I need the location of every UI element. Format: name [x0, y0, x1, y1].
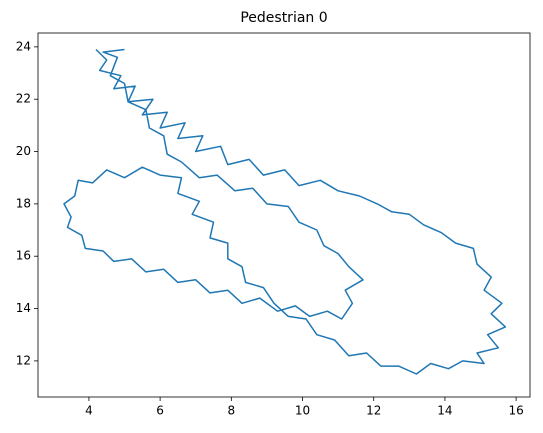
y-tick-label: 14: [16, 301, 31, 315]
y-tick-label: 24: [16, 39, 31, 53]
x-tick-label: 10: [295, 404, 310, 418]
y-tick-label: 12: [16, 353, 31, 367]
chart-title: Pedestrian 0: [240, 10, 327, 26]
y-tick-label: 22: [16, 92, 31, 106]
plot-frame: [37, 32, 531, 398]
x-tick-label: 4: [85, 404, 93, 418]
y-tick-label: 16: [16, 249, 31, 263]
y-tick-label: 18: [16, 196, 31, 210]
x-tick-label: 16: [508, 404, 523, 418]
x-tick-label: 8: [227, 404, 235, 418]
trajectory-line: [63, 48, 507, 375]
x-tick-label: 14: [437, 404, 452, 418]
y-tick-label: 20: [16, 144, 31, 158]
x-tick-label: 6: [156, 404, 164, 418]
x-tick-label: 12: [366, 404, 381, 418]
